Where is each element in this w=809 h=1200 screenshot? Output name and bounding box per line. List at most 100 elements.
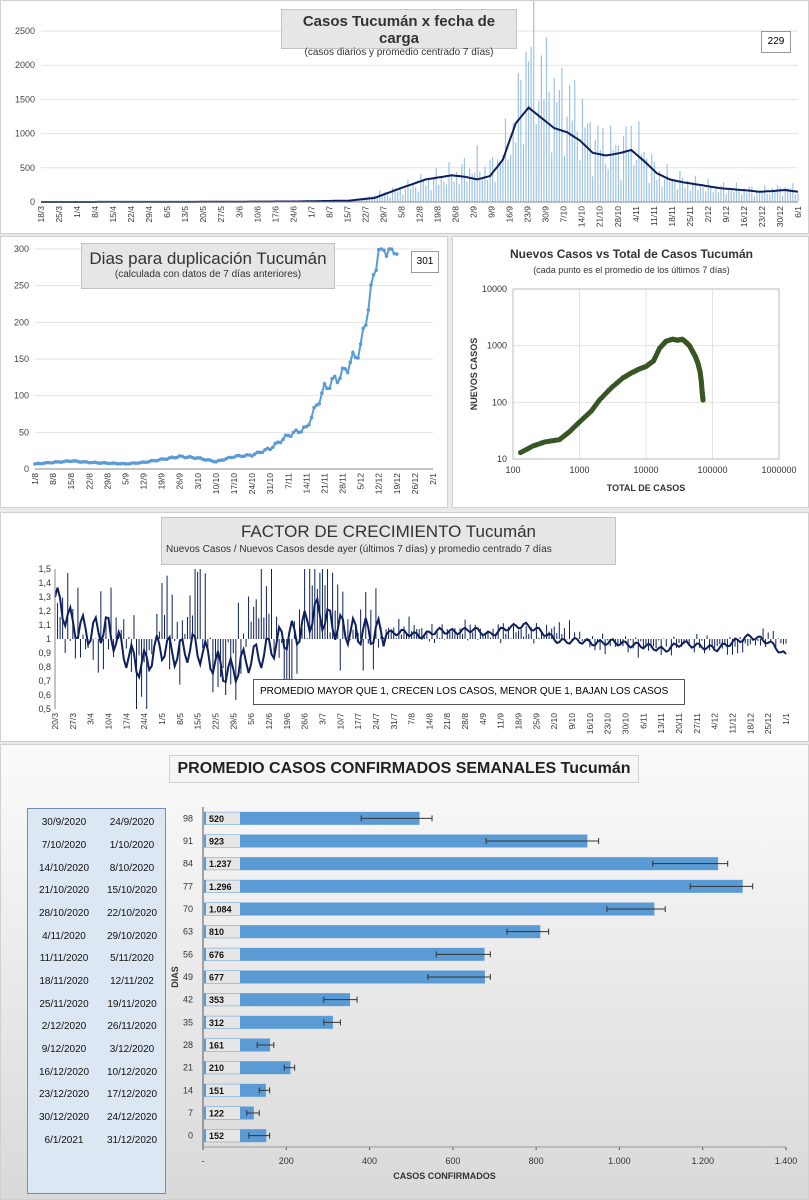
daily-cases-bar (604, 163, 607, 202)
doubling-days-point (294, 428, 298, 432)
y-tick-label: 98 (183, 813, 193, 823)
daily-cases-bar (474, 172, 476, 202)
daily-cases-badge: 229 (761, 31, 791, 53)
week-dates-row: 18/11/2020 12/11/202 (28, 976, 167, 992)
week-end-date: 7/10/2020 (41, 840, 87, 851)
daily-cases-bar (494, 181, 496, 202)
daily-cases-bar (594, 139, 596, 202)
daily-cases-chart: 2500 2000 1500 1000 500 018/3 25/3 1/4 8/4 15/4 22… (15, 1, 803, 228)
new-vs-total-chart-panel: 10000 1000 100 10 100 1000 10000 100000 1000000 T… (452, 236, 809, 508)
week-dates-row: 6/1/2021 31/12/2020 (28, 1135, 167, 1151)
y-tick-label: 50 (19, 427, 29, 437)
y-tick-label: 0,8 (38, 662, 51, 672)
x-tick-label: 1000000 (761, 465, 796, 475)
daily-cases-bar (782, 196, 784, 202)
y-tick-label: 250 (14, 281, 29, 291)
daily-cases-bar (484, 166, 486, 202)
daily-cases-bar (705, 191, 707, 202)
week-dates-row: 4/11/2020 29/10/2020 (28, 931, 167, 947)
daily-cases-bar (586, 123, 589, 202)
y-tick-label: 1500 (15, 94, 35, 104)
doubling-days-point (338, 376, 342, 381)
x-tick-label: 8/4 (90, 206, 100, 218)
daily-cases-bar (435, 167, 437, 202)
bar-value-label: 1.237 (209, 859, 232, 869)
x-tick-label: 10000 (633, 465, 658, 475)
daily-cases-bar (738, 190, 740, 202)
daily-cases-bar (433, 177, 435, 202)
daily-cases-bar (663, 178, 666, 202)
doubling-days-point (260, 450, 265, 455)
daily-cases-bar (597, 125, 599, 202)
scatter-point (700, 397, 706, 403)
bar-label-bg (206, 1129, 240, 1142)
daily-cases-bar (661, 186, 663, 202)
x-tick-label: 30/10 (621, 713, 631, 735)
y-tick-label: 500 (20, 163, 35, 173)
x-tick-label: 12/8 (415, 206, 425, 223)
x-tick-label: 15/7 (342, 206, 352, 223)
daily-cases-bar (504, 118, 507, 202)
x-tick-label: 22/4 (126, 206, 136, 223)
y-tick-label: 100 (14, 391, 29, 401)
y-tick-label: 1,5 (38, 564, 51, 574)
daily-cases-bar (545, 37, 548, 202)
y-tick-label: 1,4 (38, 578, 51, 588)
daily-cases-bar (789, 188, 791, 202)
daily-cases-bar (746, 192, 748, 202)
growth-factor-subtitle: Nuevos Casos / Nuevos Casos desde ayer (… (166, 544, 552, 555)
bar-value-label: 151 (209, 1086, 224, 1096)
x-tick-label: 3/7 (317, 713, 327, 725)
y-tick-label: 2000 (15, 60, 35, 70)
plot-frame (512, 288, 780, 460)
daily-cases-bar (607, 169, 609, 202)
week-end-date: 2/12/2020 (41, 1021, 87, 1033)
daily-cases-bar (622, 136, 625, 202)
daily-cases-bar (563, 156, 566, 202)
x-tick-label: 24/10 (247, 473, 257, 495)
x-tick-label: 22/7 (360, 206, 370, 223)
growth-factor-avg-line (54, 587, 787, 686)
doubling-days-point (270, 445, 275, 450)
x-tick-label: - (202, 1156, 205, 1166)
daily-cases-bar (771, 188, 773, 202)
x-tick-label: 26/9 (175, 473, 185, 490)
daily-cases-bar (402, 194, 404, 202)
daily-cases-bar (430, 190, 432, 202)
bar-label-bg (206, 903, 240, 915)
doubling-days-point (387, 247, 391, 251)
doubling-days-point (348, 360, 353, 365)
daily-cases-bar (450, 175, 453, 202)
x-tick-label: 25/12 (763, 713, 773, 735)
bar-value-label: 312 (209, 1018, 224, 1028)
x-tick-label: 16/9 (505, 206, 515, 223)
y-tick-label: 1 (46, 634, 51, 644)
y-tick-label: 7 (188, 1108, 193, 1118)
x-tick-label: 4/12 (710, 713, 720, 730)
doubling-days-title-box: Dias para duplicación Tucumán (calculada… (81, 243, 335, 289)
daily-cases-bar (525, 51, 527, 202)
x-tick-label: 13/5 (180, 206, 190, 223)
daily-cases-bar (574, 80, 576, 202)
x-tick-label: 16/12 (739, 206, 749, 228)
daily-cases-bar (628, 150, 630, 202)
daily-cases-bar (468, 168, 471, 202)
growth-factor-chart-panel: 1,5 1,4 1,3 1,2 1,1 1 0,9 0,8 0,7 0,6 0,5 20/3 27/3 3… (0, 512, 809, 742)
x-tick-label: 100000 (697, 465, 727, 475)
daily-cases-bar (707, 178, 709, 202)
daily-cases-bar (612, 149, 614, 202)
new-vs-total-subtitle: (cada punto es el promedio de los último… (533, 265, 730, 275)
x-tick-label: 400 (362, 1156, 377, 1166)
daily-cases-bar (448, 162, 450, 202)
week-end-date: 9/12/2020 (41, 1044, 87, 1055)
bar-label-bg (206, 835, 240, 847)
x-tick-label: 10/7 (335, 713, 345, 730)
x-tick-label: 14/11 (301, 473, 311, 494)
x-tick-label: 5/8 (396, 206, 406, 218)
bar-value-label: 520 (209, 814, 224, 824)
daily-cases-bar (499, 162, 501, 202)
daily-cases-bar (427, 178, 430, 202)
doubling-days-point (162, 457, 167, 461)
doubling-days-point (219, 458, 223, 462)
x-tick-label: 7/11 (283, 473, 293, 489)
